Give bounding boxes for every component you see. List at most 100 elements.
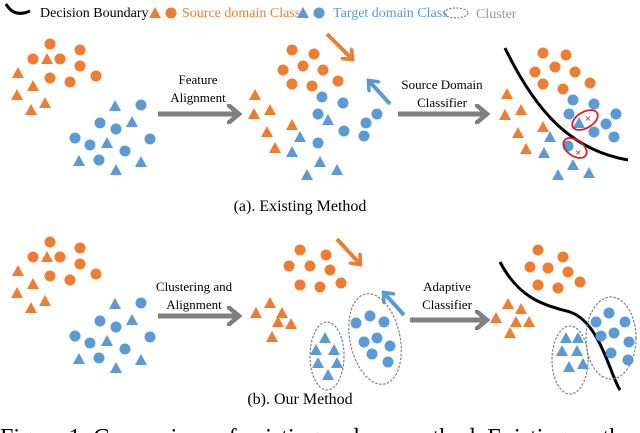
source-circle (294, 244, 306, 256)
source-triangle (512, 127, 524, 138)
legend: Decision Boundary Source domain Class Ta… (4, 3, 517, 22)
target-triangle (328, 344, 340, 355)
source-circle (306, 80, 318, 92)
source-circle (64, 76, 76, 88)
misclassified-x-icon: × (585, 113, 591, 125)
source-circle (549, 61, 561, 73)
source-triangle (249, 89, 261, 100)
source-triangle (250, 307, 262, 318)
source-triangle (264, 104, 276, 115)
legend-source-label: Source domain Class (182, 6, 300, 21)
source-circle (532, 244, 544, 256)
target-triangle (567, 159, 579, 170)
target-triangle (563, 361, 575, 372)
target-triangle (312, 357, 324, 368)
target-circle (338, 125, 350, 137)
target-triangle (552, 169, 564, 180)
target-circle (378, 316, 390, 328)
source-circle (584, 77, 596, 89)
target-triangle (538, 147, 550, 158)
source-circle (562, 266, 574, 278)
cluster-outline (585, 296, 637, 380)
target-triangle (73, 353, 85, 364)
target-circle (608, 327, 620, 339)
cluster-outline (551, 325, 589, 395)
source-circle (90, 268, 102, 280)
source-triangle (537, 121, 549, 132)
target-circle (312, 108, 324, 120)
source-circle (314, 281, 326, 293)
source-triangle (515, 303, 527, 314)
source-circle (54, 53, 66, 65)
target-circle (623, 336, 635, 348)
target-circle (371, 332, 383, 344)
target-circle (384, 340, 396, 352)
source-circle (529, 66, 541, 78)
source-circle (44, 72, 56, 84)
cluster-outline (348, 293, 402, 385)
target-triangle (109, 298, 121, 309)
target-triangle (101, 137, 113, 148)
source-circle (286, 78, 298, 90)
step-label: Classifier (422, 297, 472, 312)
target-triangle (556, 345, 568, 356)
target-triangle (126, 116, 138, 127)
target-circle (316, 91, 328, 103)
step-label: Clustering and (156, 279, 233, 294)
source-circle (54, 251, 66, 263)
target-circle (588, 126, 600, 138)
source-triangle (523, 316, 535, 327)
source-triangle (11, 89, 23, 100)
target-triangle (110, 362, 122, 373)
source-triangle-legend-icon (149, 7, 161, 18)
decision-boundary (503, 47, 629, 162)
source-circle (537, 47, 549, 59)
target-circle (350, 317, 362, 329)
source-triangle (11, 287, 23, 298)
source-circle (297, 60, 309, 72)
target-circle (110, 123, 122, 135)
target-circle (144, 133, 156, 145)
target-circle (69, 330, 81, 342)
source-triangle (264, 297, 276, 308)
target-triangle (294, 131, 306, 142)
target-circle (312, 137, 324, 149)
target-circle (619, 316, 631, 328)
legend-boundary-label: Decision Boundary (40, 6, 148, 21)
source-triangle (266, 331, 278, 342)
target-triangle (101, 335, 113, 346)
step-label: Alignment (166, 297, 222, 312)
target-circle (358, 336, 370, 348)
target-circle (595, 330, 607, 342)
target-triangle (331, 357, 343, 368)
source-triangle (27, 80, 39, 91)
source-circle (74, 258, 86, 270)
target-triangle (286, 146, 298, 157)
source-circle (560, 49, 572, 61)
target-circle (622, 354, 634, 366)
source-circle (557, 83, 569, 95)
target-triangle (135, 354, 147, 365)
source-triangle (515, 104, 527, 115)
source-triangle (490, 312, 502, 323)
source-circle (74, 242, 86, 254)
source-triangle (501, 88, 513, 99)
target-circle (135, 99, 147, 111)
source-triangle (510, 316, 522, 327)
target-triangle (301, 169, 313, 180)
target-circle (94, 315, 106, 327)
target-circle (567, 94, 579, 106)
figure-caption: Figure 1: Comparison of existing and our… (0, 425, 621, 433)
target-circle (360, 117, 372, 129)
source-circle (574, 276, 586, 288)
source-circle (317, 64, 329, 76)
source-triangle (41, 251, 53, 262)
target-circle (371, 108, 383, 120)
adaptive-decision-boundary (498, 261, 622, 391)
decision-boundary-legend-icon (4, 3, 31, 15)
source-circle (27, 53, 39, 65)
source-triangle (286, 119, 298, 130)
source-circle (537, 78, 549, 90)
